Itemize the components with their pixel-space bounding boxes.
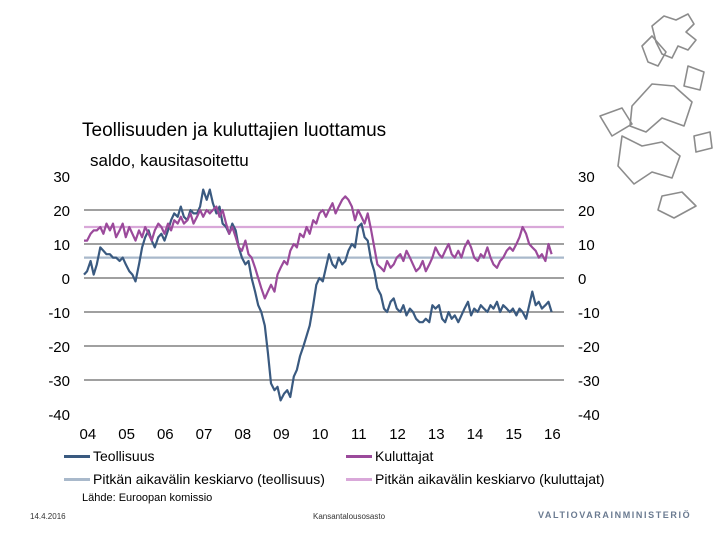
y-tick-label-right: 10 <box>578 237 595 254</box>
y-tick-label-right: -40 <box>578 407 600 424</box>
x-tick-label: 12 <box>389 426 406 443</box>
y-tick-label-left: 10 <box>53 237 70 254</box>
y-tick-label-left: -20 <box>48 339 70 356</box>
x-tick-label: 06 <box>157 426 174 443</box>
x-tick-label: 14 <box>467 426 484 443</box>
footer-ministry-logo: VALTIOVARAINMINISTERIÖ <box>538 510 692 520</box>
y-tick-label-right: 0 <box>578 271 586 288</box>
x-tick-label: 15 <box>505 426 522 443</box>
coat-of-arms-lion-icon <box>599 13 713 219</box>
y-tick-label-right: -20 <box>578 339 600 356</box>
legend-swatch <box>346 477 372 481</box>
y-tick-label-left: 0 <box>62 271 70 288</box>
y-tick-label-left: 30 <box>53 169 70 186</box>
x-tick-label: 09 <box>273 426 290 443</box>
legend-label: Teollisuus <box>93 448 155 464</box>
legend-swatch <box>64 477 90 481</box>
y-tick-label-left: -40 <box>48 407 70 424</box>
legend-item-teollisuus: Teollisuus <box>64 448 154 464</box>
y-tick-label-left: -10 <box>48 305 70 322</box>
chart-title: Teollisuuden ja kuluttajien luottamus <box>82 120 387 141</box>
legend-label: Pitkän aikavälin keskiarvo (teollisuus) <box>93 471 325 487</box>
legend-item-teollisuus-average: Pitkän aikavälin keskiarvo (teollisuus) <box>64 471 325 487</box>
legend-label: Kuluttajat <box>375 448 434 464</box>
legend-label: Pitkän aikavälin keskiarvo (kuluttajat) <box>375 471 605 487</box>
footer-department: Kansantalousosasto <box>313 512 386 521</box>
x-tick-label: 08 <box>234 426 251 443</box>
y-tick-label-right: -30 <box>578 373 600 390</box>
series-line-1 <box>84 195 553 300</box>
chart-subtitle: saldo, kausitasoitettu <box>90 151 249 170</box>
legend-swatch <box>64 454 90 458</box>
x-tick-label: 13 <box>428 426 445 443</box>
y-tick-label-right: 20 <box>578 203 595 220</box>
x-tick-label: 11 <box>351 426 367 443</box>
legend-swatch <box>346 454 372 458</box>
series-line-0 <box>83 188 553 402</box>
legend-item-kuluttajat: Kuluttajat <box>346 448 433 464</box>
x-tick-label: 10 <box>312 426 329 443</box>
source-note: Lähde: Euroopan komissio <box>82 492 213 504</box>
x-tick-label: 05 <box>118 426 135 443</box>
x-tick-label: 16 <box>544 426 561 443</box>
footer-date: 14.4.2016 <box>30 512 66 521</box>
y-tick-label-right: 30 <box>578 169 595 186</box>
y-tick-label-right: -10 <box>578 305 600 322</box>
y-tick-label-left: -30 <box>48 373 70 390</box>
x-tick-label: 07 <box>196 426 213 443</box>
legend-item-kuluttajat-average: Pitkän aikavälin keskiarvo (kuluttajat) <box>346 471 605 487</box>
y-tick-label-left: 20 <box>53 203 70 220</box>
x-tick-label: 04 <box>80 426 97 443</box>
